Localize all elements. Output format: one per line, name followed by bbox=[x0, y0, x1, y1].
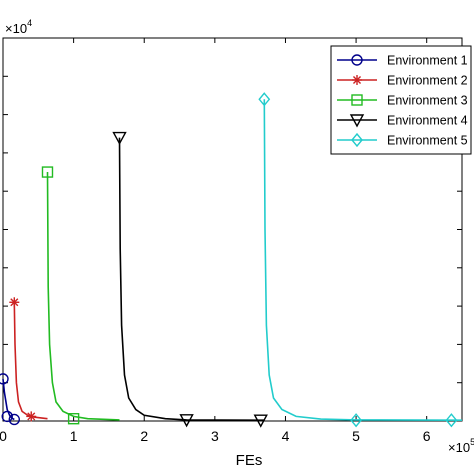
series-3 bbox=[41, 166, 120, 425]
series-point bbox=[445, 413, 458, 428]
legend-label: Environment 2 bbox=[387, 74, 468, 88]
series-line bbox=[118, 137, 265, 422]
series-point bbox=[26, 411, 37, 422]
series-point bbox=[9, 297, 20, 308]
x-tick-label: 2 bbox=[140, 428, 148, 444]
legend-marker bbox=[349, 114, 365, 128]
legend-label: Environment 1 bbox=[387, 54, 468, 68]
legend-item: Environment 3 bbox=[337, 94, 468, 108]
y-multiplier-base: ×10 bbox=[5, 21, 27, 36]
series-point bbox=[41, 166, 54, 178]
legend-item: Environment 4 bbox=[337, 114, 468, 128]
series-4 bbox=[112, 131, 268, 428]
series-point bbox=[253, 414, 268, 428]
series-point bbox=[67, 413, 80, 425]
series-1 bbox=[0, 373, 20, 426]
x-tick-label: 5 bbox=[352, 428, 360, 444]
series-layer bbox=[0, 92, 463, 428]
legend-item: Environment 1 bbox=[337, 54, 468, 68]
star-stroke bbox=[27, 412, 36, 421]
y-axis-multiplier: ×104 bbox=[5, 18, 32, 36]
legend-marker bbox=[351, 54, 363, 66]
x-multiplier-base: ×10 bbox=[448, 440, 470, 455]
legend-label: Environment 5 bbox=[387, 134, 468, 148]
legend-label: Environment 3 bbox=[387, 94, 468, 108]
x-tick-label: 3 bbox=[211, 428, 219, 444]
series-line bbox=[2, 378, 15, 421]
x-tick-label: 1 bbox=[70, 428, 78, 444]
x-tick-label: 4 bbox=[282, 428, 290, 444]
x-tick-label: 0 bbox=[0, 428, 7, 444]
y-multiplier-exponent: 4 bbox=[27, 18, 32, 28]
series-point bbox=[112, 131, 127, 146]
series-point bbox=[179, 414, 194, 428]
series-line bbox=[263, 99, 463, 422]
legend-item: Environment 5 bbox=[337, 132, 468, 148]
legend-marker bbox=[351, 132, 363, 148]
series-point bbox=[0, 373, 9, 385]
legend-marker bbox=[352, 75, 362, 85]
series-point bbox=[258, 92, 271, 107]
x-axis-label: FEs bbox=[236, 452, 263, 469]
x-axis-multiplier: ×105 bbox=[448, 437, 474, 455]
series-point bbox=[350, 413, 362, 428]
star-stroke bbox=[352, 75, 362, 85]
series-line bbox=[46, 171, 120, 421]
legend-marker bbox=[351, 94, 363, 106]
x-multiplier-exponent: 5 bbox=[470, 437, 474, 447]
series-5 bbox=[258, 92, 463, 428]
legend-label: Environment 4 bbox=[387, 114, 468, 128]
legend: Environment 1 Environment 2 Environment 3 E… bbox=[330, 45, 472, 155]
series-point bbox=[8, 413, 20, 426]
series-2 bbox=[9, 297, 48, 422]
star-stroke bbox=[10, 298, 19, 307]
legend-item: Environment 2 bbox=[337, 74, 468, 88]
x-tick-label: 6 bbox=[423, 428, 431, 444]
series-point bbox=[1, 410, 13, 423]
